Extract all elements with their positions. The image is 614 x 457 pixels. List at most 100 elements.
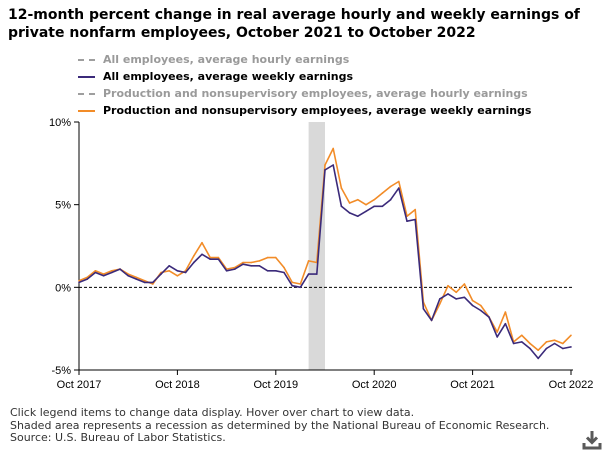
data-point (176, 270, 179, 272)
data-point (521, 341, 523, 343)
axis-layer (78, 122, 573, 371)
data-point (439, 298, 441, 300)
data-point (250, 265, 252, 267)
data-point (152, 281, 154, 284)
data-point (283, 266, 285, 269)
data-point (160, 273, 162, 275)
data-point (414, 218, 417, 221)
data-point (143, 281, 146, 284)
legend-item-production-hourly[interactable]: Production and nonsupervisory employees,… (78, 85, 598, 102)
data-point (553, 339, 556, 342)
legend-label-all-weekly: All employees, average weekly earnings (103, 70, 354, 83)
data-point (102, 275, 105, 277)
data-point (537, 349, 539, 352)
data-point (537, 357, 539, 360)
data-point (545, 347, 548, 350)
data-point (455, 298, 458, 300)
data-point (504, 322, 507, 325)
data-point (111, 271, 113, 274)
legend-swatch-all-hourly (78, 58, 95, 61)
footer-recession-note: Shaded area represents a recession as de… (10, 418, 550, 432)
recession-layer (308, 122, 325, 370)
data-point (201, 241, 203, 244)
chart-title-line1: 12-month percent change in real average … (8, 7, 580, 23)
legend-item-all-hourly[interactable]: All employees, average hourly earnings (78, 51, 598, 68)
data-point (266, 270, 269, 272)
data-point (332, 164, 335, 166)
chart-title: 12-month percent change in real average … (8, 6, 608, 42)
data-point (291, 284, 294, 287)
y-tick-label: 10% (49, 117, 71, 129)
footer-instructions: Click legend items to change data displa… (10, 406, 415, 419)
data-point (570, 346, 572, 348)
data-point (529, 342, 531, 345)
data-point (398, 180, 400, 183)
recession-shading (308, 122, 325, 370)
data-point (447, 293, 449, 295)
data-point (381, 205, 384, 208)
data-point (447, 284, 449, 287)
data-point (340, 205, 343, 208)
x-tick-label: Oct 2021 (450, 379, 495, 391)
data-point (135, 276, 138, 279)
footer-source: Source: U.S. Bureau of Labor Statistics. (10, 431, 226, 444)
data-point (496, 336, 499, 338)
data-point (299, 283, 302, 285)
data-point (78, 279, 80, 282)
data-point (422, 308, 425, 310)
data-point (258, 260, 261, 262)
legend-swatch-production-weekly (78, 109, 95, 112)
data-point (225, 270, 228, 272)
data-point (78, 281, 80, 284)
data-point (168, 265, 170, 267)
data-point (234, 266, 236, 269)
data-point (562, 347, 564, 350)
data-point (365, 210, 367, 213)
data-point (275, 270, 277, 272)
data-point (545, 341, 548, 343)
data-point (381, 192, 384, 194)
data-point (94, 271, 97, 274)
data-point (348, 202, 351, 204)
data-point (398, 187, 400, 189)
data-point (365, 203, 367, 206)
data-point (357, 215, 359, 217)
data-point (152, 283, 154, 285)
y-tick-label: -5% (51, 365, 71, 377)
data-point (291, 281, 294, 284)
data-point (529, 347, 531, 350)
data-point (414, 208, 417, 211)
data-point (471, 299, 474, 302)
data-point (168, 270, 170, 272)
data-point (111, 270, 113, 272)
y-tick-label: 5% (55, 200, 71, 212)
download-button[interactable] (580, 428, 604, 452)
data-point (184, 271, 187, 274)
data-point (242, 263, 244, 266)
data-point (193, 255, 195, 257)
legend-item-all-weekly[interactable]: All employees, average weekly earnings (78, 68, 598, 85)
legend-label-all-hourly: All employees, average hourly earnings (103, 53, 350, 66)
data-point (209, 256, 211, 259)
x-tick-label: Oct 2019 (253, 379, 298, 391)
data-point (316, 273, 318, 275)
data-point (373, 198, 376, 201)
data-point (193, 261, 195, 264)
series-all-weekly (78, 164, 572, 360)
data-point (307, 260, 310, 262)
data-point (102, 273, 105, 275)
data-point (86, 278, 88, 280)
data-point (521, 334, 523, 337)
data-point (324, 169, 326, 171)
data-point (488, 316, 490, 318)
legend-swatch-production-hourly (78, 92, 95, 95)
legend-label-production-hourly: Production and nonsupervisory employees,… (103, 87, 528, 100)
legend-item-production-weekly[interactable]: Production and nonsupervisory employees,… (78, 102, 598, 119)
x-tick-label: Oct 2022 (549, 379, 594, 391)
x-tick-label: Oct 2017 (57, 379, 102, 391)
data-point (119, 268, 121, 270)
data-point (570, 334, 572, 337)
data-point (512, 342, 515, 345)
data-point (463, 283, 466, 285)
